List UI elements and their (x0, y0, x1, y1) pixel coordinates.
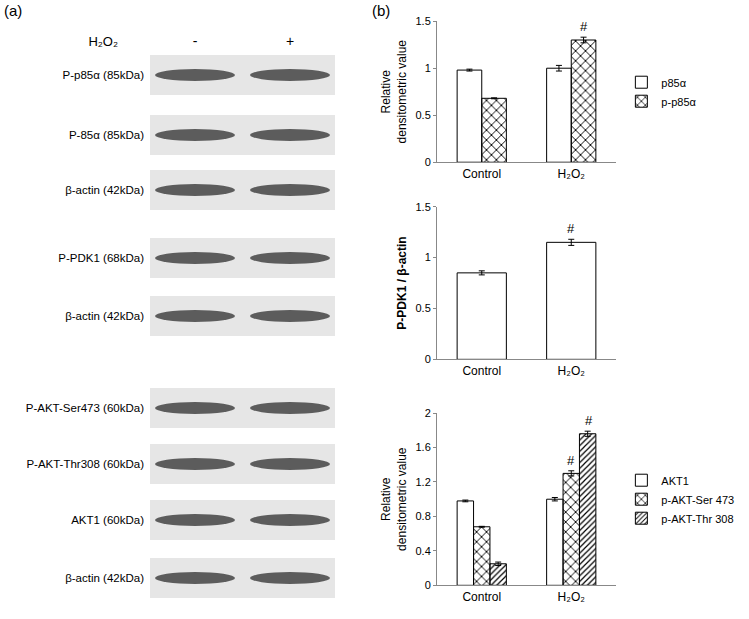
svg-text:1.6: 1.6 (416, 441, 431, 453)
svg-text:H₂O₂: H₂O₂ (88, 34, 118, 49)
svg-text:1.5: 1.5 (416, 201, 431, 213)
svg-text:#: # (580, 19, 588, 34)
svg-text:AKT1 (60kDa): AKT1 (60kDa) (71, 514, 144, 526)
svg-text:β-actin (42kDa): β-actin (42kDa) (65, 310, 144, 322)
svg-text:#: # (585, 413, 593, 428)
svg-text:Relativedensitometric value: Relativedensitometric value (379, 40, 409, 144)
svg-text:1: 1 (425, 62, 431, 74)
svg-text:1: 1 (425, 251, 431, 263)
svg-text:0.5: 0.5 (416, 302, 431, 314)
svg-text:0.8: 0.8 (416, 510, 431, 522)
svg-text:P-PDK1 (68kDa): P-PDK1 (68kDa) (58, 252, 144, 264)
svg-text:#: # (567, 221, 575, 236)
svg-text:p-AKT-Ser 473: p-AKT-Ser 473 (661, 493, 734, 505)
svg-text:β-actin (42kDa): β-actin (42kDa) (65, 184, 144, 196)
svg-text:P-AKT-Thr308 (60kDa): P-AKT-Thr308 (60kDa) (26, 458, 144, 470)
svg-text:-: - (193, 33, 198, 49)
svg-text:2: 2 (425, 407, 431, 419)
svg-text:#: # (567, 453, 575, 468)
svg-text:p85α: p85α (661, 77, 686, 89)
svg-text:H₂O₂: H₂O₂ (558, 590, 586, 604)
svg-text:P-AKT-Ser473 (60kDa): P-AKT-Ser473 (60kDa) (26, 402, 144, 414)
svg-text:0.5: 0.5 (416, 109, 431, 121)
svg-text:P-85α (85kDa): P-85α (85kDa) (69, 129, 144, 141)
svg-text:1.2: 1.2 (416, 476, 431, 488)
html-text:(b): (b) (372, 2, 391, 19)
svg-text:AKT1: AKT1 (661, 474, 689, 486)
svg-text:p-AKT-Thr 308: p-AKT-Thr 308 (661, 512, 733, 524)
svg-text:Control: Control (462, 167, 501, 181)
svg-text:0: 0 (425, 353, 431, 365)
svg-text:1.5: 1.5 (416, 15, 431, 27)
svg-text:Control: Control (462, 364, 501, 378)
svg-text:H₂O₂: H₂O₂ (558, 167, 586, 181)
svg-text:P-PDK1 / β-actin: P-PDK1 / β-actin (395, 236, 409, 329)
svg-text:Control: Control (462, 590, 501, 604)
svg-text:0: 0 (425, 156, 431, 168)
svg-text:β-actin (42kDa): β-actin (42kDa) (65, 572, 144, 584)
svg-text:0: 0 (425, 579, 431, 591)
svg-text:Relativedensitometric value: Relativedensitometric value (379, 447, 409, 551)
html-text:(a): (a) (4, 2, 23, 19)
svg-text:p-p85α: p-p85α (661, 96, 696, 108)
svg-text:0.4: 0.4 (416, 545, 431, 557)
svg-text:+: + (286, 33, 294, 49)
svg-text:H₂O₂: H₂O₂ (558, 364, 586, 378)
svg-text:P-p85α (85kDa): P-p85α (85kDa) (63, 69, 145, 81)
